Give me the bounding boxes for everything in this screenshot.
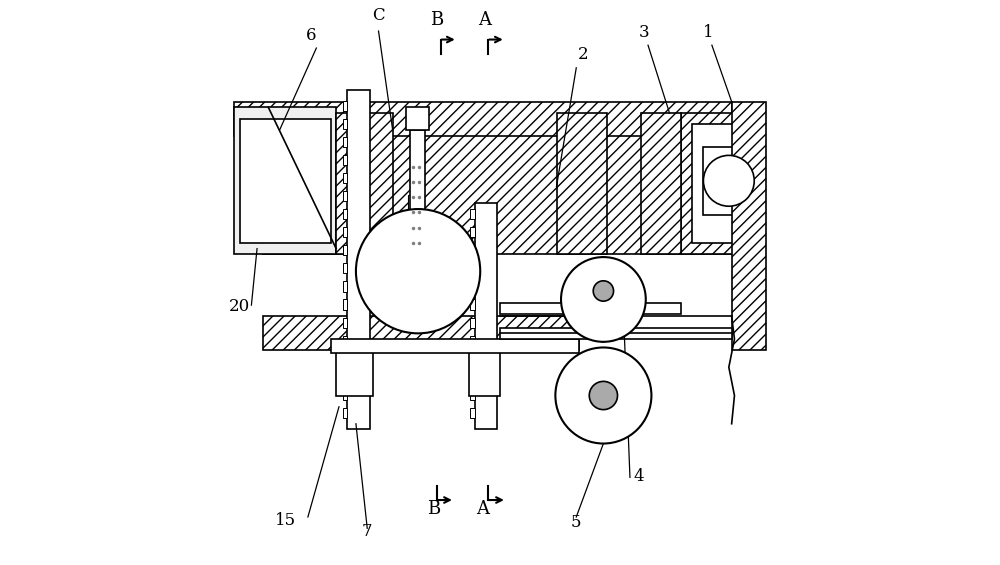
Bar	[343, 101, 347, 111]
Bar	[410, 130, 425, 254]
Circle shape	[555, 347, 651, 444]
Bar	[470, 299, 475, 310]
Bar	[240, 119, 330, 243]
Bar	[408, 195, 414, 240]
Bar	[470, 281, 475, 292]
Bar	[470, 354, 475, 364]
Bar	[500, 303, 681, 314]
Bar	[470, 263, 475, 273]
Text: 3: 3	[639, 24, 649, 41]
Bar	[343, 245, 347, 255]
Text: 7: 7	[362, 523, 373, 540]
Bar	[414, 249, 422, 294]
Text: 1: 1	[703, 24, 713, 41]
Bar	[343, 281, 347, 292]
Bar	[343, 408, 347, 418]
Bar	[469, 345, 500, 395]
Bar	[343, 119, 347, 129]
Text: 15: 15	[275, 512, 296, 529]
Bar	[343, 354, 347, 364]
Bar	[641, 113, 681, 254]
Bar	[234, 107, 336, 254]
Text: 4: 4	[633, 468, 644, 485]
Bar	[330, 339, 579, 353]
Bar	[470, 227, 475, 237]
Bar	[343, 299, 347, 310]
Bar	[470, 209, 475, 219]
Bar	[470, 245, 475, 255]
Bar	[470, 372, 475, 382]
Bar	[343, 173, 347, 183]
Bar	[406, 107, 429, 130]
Bar	[343, 227, 347, 237]
Bar	[343, 209, 347, 219]
Bar	[500, 328, 732, 339]
Bar	[263, 113, 749, 254]
Text: 6: 6	[305, 27, 316, 44]
Text: B: B	[427, 500, 440, 518]
Circle shape	[589, 381, 618, 410]
Bar	[470, 336, 475, 346]
Bar	[732, 102, 766, 350]
Bar	[407, 263, 429, 285]
Circle shape	[561, 257, 646, 342]
Text: B: B	[430, 11, 443, 29]
Text: 5: 5	[571, 514, 582, 531]
Text: C: C	[372, 7, 385, 24]
Text: A: A	[478, 11, 491, 29]
Polygon shape	[263, 113, 336, 254]
Bar	[470, 390, 475, 400]
Text: 20: 20	[228, 298, 250, 315]
Bar	[343, 155, 347, 165]
Bar	[343, 372, 347, 382]
Bar	[470, 318, 475, 328]
Bar	[703, 147, 760, 215]
Bar	[343, 137, 347, 147]
Bar	[681, 113, 749, 254]
Bar	[336, 345, 373, 395]
Bar	[347, 90, 370, 429]
Circle shape	[703, 155, 754, 206]
Bar	[263, 316, 579, 350]
Bar	[343, 390, 347, 400]
Circle shape	[593, 281, 614, 301]
Bar	[475, 203, 497, 429]
Bar	[692, 124, 737, 243]
Bar	[470, 408, 475, 418]
Bar	[343, 336, 347, 346]
Bar	[556, 113, 607, 254]
Bar	[343, 318, 347, 328]
Bar	[343, 263, 347, 273]
Bar	[336, 113, 393, 254]
Bar	[234, 102, 732, 136]
Circle shape	[356, 209, 480, 333]
Text: A: A	[477, 500, 490, 518]
Text: 2: 2	[578, 46, 589, 63]
Bar	[343, 191, 347, 201]
